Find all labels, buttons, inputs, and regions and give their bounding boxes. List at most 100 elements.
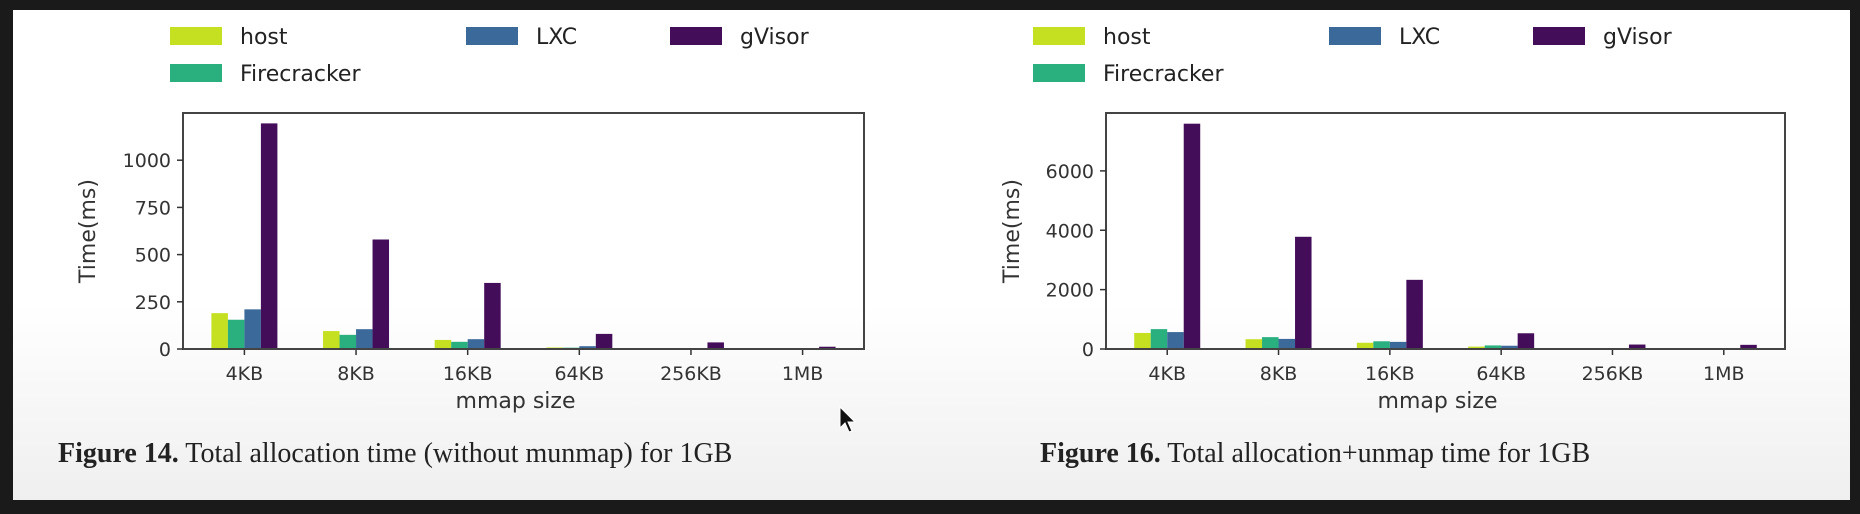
legend-item-lxc: LXC [466,25,577,50]
bar-host-8KB [323,331,340,349]
figure-14-caption: Figure 14. Total allocation time (withou… [58,438,732,470]
y-tick-label: 250 [135,292,171,314]
axes-frame [1105,112,1786,350]
bar-gvisor-1MB [1740,344,1757,349]
y-tick-label: 6000 [1046,161,1094,183]
legend-swatch [1533,27,1585,45]
bar-firecracker-16KB [1373,341,1390,349]
x-tick-label: 16KB [443,363,493,385]
bar-gvisor-64KB [595,333,613,349]
legend-item-gvisor: gVisor [1533,25,1673,50]
legend-label: LXC [536,25,577,50]
bar-host-64KB [1468,346,1485,349]
bar-gvisor-4KB [260,123,278,349]
legend-swatch [170,27,222,45]
bar-host-4KB [1134,332,1151,349]
x-tick-label: 16KB [1365,363,1415,385]
bar-lxc-8KB [1278,338,1296,349]
bar-gvisor-16KB [1406,279,1423,349]
bar-lxc-64KB [1501,345,1518,349]
legend-label: Firecracker [240,62,361,87]
bar-lxc-4KB [244,309,261,349]
bar-gvisor-256KB [707,342,724,349]
bar-host-16KB [434,339,452,349]
mouse-cursor-icon [839,406,857,433]
figure-16: host LXC gVisor Firecracker 4KB 8KB 16KB 64KB 25… [931,10,1850,500]
x-tick-label: 4KB [226,363,264,385]
y-axis-label: Time(ms) [1000,179,1025,284]
legend-swatch [170,64,222,82]
bar-host-4KB [211,313,228,349]
legend-label: host [240,25,288,50]
legend-label: gVisor [1603,25,1673,50]
bar-lxc-16KB [467,339,485,349]
legend-swatch [1329,27,1381,45]
legend-swatch [670,27,722,45]
y-tick-label: 1000 [123,150,171,172]
bars [211,123,836,350]
paper-page: host LXC gVisor Firecracker 4KB 8KB 16KB 64KB 25… [13,10,1850,500]
x-tick-label: 4KB [1148,363,1186,385]
bar-gvisor-256KB [1628,344,1646,349]
x-tick-label: 1MB [1703,363,1745,385]
figure-16-caption: Figure 16. Total allocation+unmap time f… [1040,438,1590,470]
x-axis-label: mmap size [1378,389,1498,414]
bars [1134,123,1757,350]
legend-swatch [1033,64,1085,82]
bar-host-8KB [1245,339,1263,349]
legend-item-host: host [1033,25,1151,50]
caption-text: Total allocation time (without munmap) f… [178,438,733,469]
bar-lxc-8KB [356,329,373,349]
bar-gvisor-1MB [819,346,836,349]
x-tick-label: 64KB [554,363,604,385]
legend-item-gvisor: gVisor [670,25,810,50]
legend-swatch [1033,27,1085,45]
legend-label: Firecracker [1103,62,1224,87]
legend-swatch [466,27,518,45]
bar-gvisor-4KB [1183,123,1201,349]
figure-14: host LXC gVisor Firecracker 4KB 8KB 16KB 64KB 25… [13,10,931,500]
bar-lxc-64KB [579,346,596,349]
bar-gvisor-16KB [484,282,501,349]
x-axis-label: mmap size [456,389,576,414]
bar-lxc-16KB [1389,341,1407,349]
y-axis-label: Time(ms) [76,179,101,284]
caption-label: Figure 16. [1040,438,1161,469]
bar-firecracker-8KB [339,334,357,349]
y-tick-label: 4000 [1046,220,1094,242]
y-tick-label: 500 [135,245,171,267]
y-tick-label: 0 [159,339,171,361]
x-tick-label: 8KB [1260,363,1298,385]
legend: host LXC gVisor Firecracker [1033,25,1673,87]
chart-figure-14: host LXC gVisor Firecracker 4KB 8KB 16KB 64KB 25… [76,25,865,414]
bar-lxc-4KB [1167,332,1184,349]
caption-text: Total allocation+unmap time for 1GB [1160,438,1591,469]
bar-host-16KB [1356,342,1374,349]
legend-label: LXC [1399,25,1440,50]
caption-label: Figure 14. [58,438,179,469]
x-tick-label: 64KB [1476,363,1526,385]
bar-gvisor-64KB [1517,333,1535,349]
y-tick-label: 2000 [1046,280,1094,302]
legend-item-host: host [170,25,288,50]
chart-figure-16: host LXC gVisor Firecracker 4KB 8KB 16KB 64KB 25… [1000,25,1786,414]
y-tick-label: 0 [1082,339,1094,361]
bar-gvisor-8KB [372,239,390,349]
x-tick-label: 8KB [337,363,375,385]
legend-item-firecracker: Firecracker [1033,62,1224,87]
bar-firecracker-4KB [227,319,245,349]
legend-label: host [1103,25,1151,50]
legend-item-firecracker: Firecracker [170,62,361,87]
x-tick-label: 1MB [782,363,824,385]
legend-label: gVisor [740,25,810,50]
y-tick-label: 750 [135,197,171,219]
axes-frame [182,112,865,350]
legend-item-lxc: LXC [1329,25,1440,50]
bar-firecracker-16KB [451,341,468,349]
bar-firecracker-4KB [1150,329,1168,349]
bar-firecracker-8KB [1262,337,1279,349]
x-tick-label: 256KB [660,363,722,385]
bar-firecracker-64KB [1484,345,1502,349]
legend: host LXC gVisor Firecracker [170,25,810,87]
x-tick-label: 256KB [1582,363,1644,385]
